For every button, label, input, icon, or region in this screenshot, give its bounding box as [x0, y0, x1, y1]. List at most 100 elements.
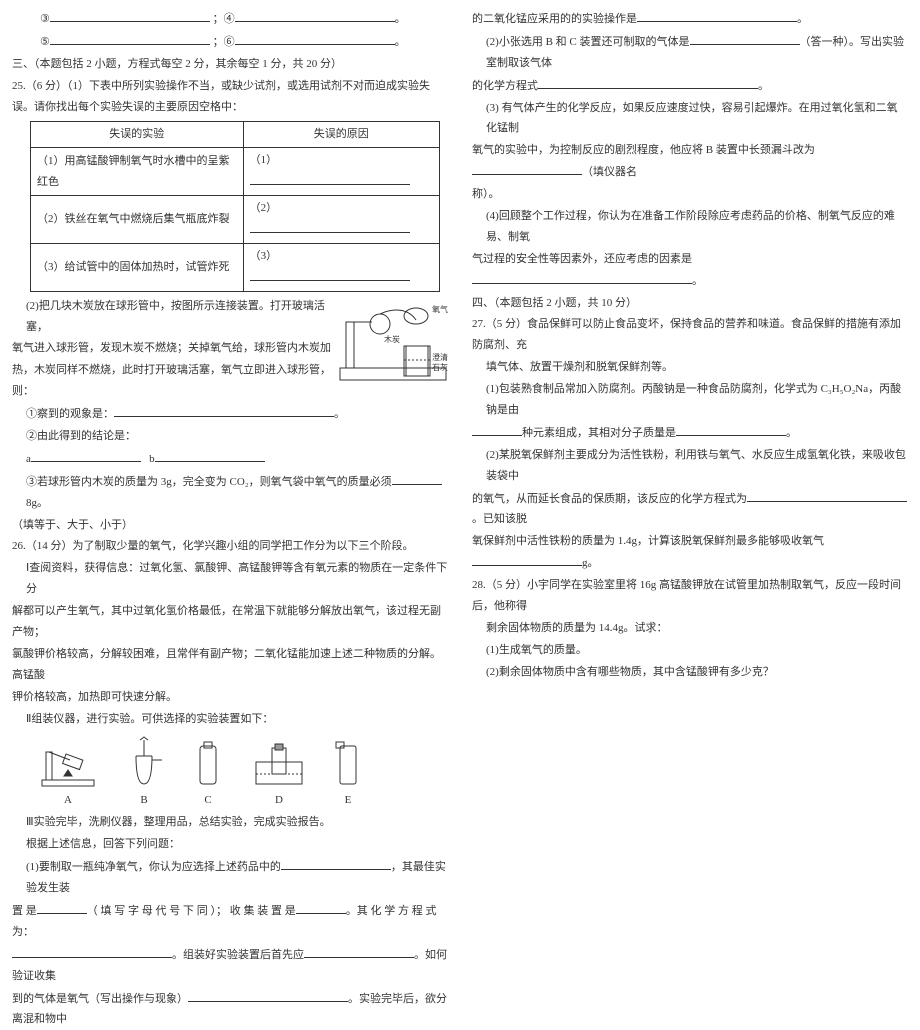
blank [12, 944, 172, 958]
q26-p3b: 根据上述信息，回答下列问题： [12, 834, 448, 855]
fig-label: B [140, 794, 147, 806]
svg-text:木炭: 木炭 [384, 334, 400, 344]
q26-p1b: 解都可以产生氧气，其中过氧化氢价格最低，在常温下就能够分解放出氧气，该过程无副产… [12, 601, 448, 643]
cell: （3） [243, 243, 439, 291]
r3a: (3) 有气体产生的化学反应，如果反应速度过快，容易引起爆炸。在用过氧化氢和二氧… [472, 98, 908, 140]
blank [296, 900, 346, 914]
blank [37, 900, 87, 914]
blank [304, 944, 414, 958]
right-column: 的二氧化锰应采用的的实验操作是。 (2)小张选用 B 和 C 装置还可制取的气体… [460, 0, 920, 650]
q26-p2: Ⅱ组装仪器，进行实验。可供选择的实验装置如下： [12, 709, 448, 730]
table-row: （3）给试管中的固体加热时，试管炸死 （3） [31, 243, 440, 291]
blank [188, 988, 348, 1002]
q27-2b: 的氧气，从而延长食品的保质期，该反应的化学方程式为。已知该脱 [472, 488, 908, 531]
r2a: (2)小张选用 B 和 C 装置还可制取的气体是（答一种）。写出实验室制取该气体 [472, 31, 908, 74]
svg-text:石灰水: 石灰水 [432, 362, 448, 372]
table-row: 失误的实验 失误的原因 [31, 122, 440, 148]
q26-head: 26.（14 分）为了制取少量的氧气，化学兴趣小组的同学把工作分为以下三个阶段。 [12, 536, 448, 557]
blank [155, 448, 265, 462]
th-reason: 失误的原因 [243, 122, 439, 148]
fig-c: C [192, 738, 224, 811]
section-3-heading: 三、（本题包括 2 小题，方程式每空 2 分，其余每空 1 分，共 20 分） [12, 54, 448, 75]
fill-line-34: ③ ；④。 [12, 8, 448, 30]
left-column: ③ ；④。 ⑤ ；⑥。 三、（本题包括 2 小题，方程式每空 2 分，其余每空 … [0, 0, 460, 650]
q28-head: 28.（5 分）小宇同学在实验室里将 16g 高锰酸钾放在试管里加热制取氧气，反… [472, 575, 908, 617]
blank [50, 31, 210, 45]
r3d: 称）。 [472, 184, 908, 205]
q25-2d: ①察到的观象是：。 [12, 403, 448, 425]
circle-3: ③ [40, 13, 50, 25]
fill-line-56: ⑤ ；⑥。 [12, 31, 448, 53]
blank [747, 488, 907, 502]
svg-text:澄清: 澄清 [432, 352, 448, 362]
fig-e: E [334, 740, 362, 811]
blank [250, 267, 410, 281]
section-4-heading: 四、（本题包括 2 小题，共 10 分） [472, 293, 908, 314]
th-experiment: 失误的实验 [31, 122, 244, 148]
blank [472, 422, 522, 436]
q26-q1a: (1)要制取一瓶纯净氧气，你认为应选择上述药品中的，其最佳实验发生装 [12, 856, 448, 899]
fig-label: C [204, 794, 211, 806]
blank [538, 75, 758, 89]
q28-1: (1)生成氧气的质量。 [472, 640, 908, 661]
blank [235, 31, 395, 45]
q26-p1c: 氯酸钾价格较高，分解较困难，且常伴有副产物；二氧化锰能加速上述二种物质的分解。高… [12, 644, 448, 686]
q27-2a: (2)某脱氧保鲜剂主要成分为活性铁粉，利用铁与氧气、水反应生成氢氧化铁，来吸收包… [472, 445, 908, 487]
cell: （1）用高锰酸钾制氧气时水槽中的呈紫红色 [31, 148, 244, 196]
q25-table: 失误的实验 失误的原因 （1）用高锰酸钾制氧气时水槽中的呈紫红色 （1） （2）… [30, 121, 440, 291]
cell: （3）给试管中的固体加热时，试管炸死 [31, 243, 244, 291]
q26-p1a: Ⅰ查阅资料，获得信息：过氧化氢、氯酸钾、高锰酸钾等含有氧元素的物质在一定条件下分 [12, 558, 448, 600]
q25-2h: （填等于、大于、小于） [12, 515, 448, 536]
q26-p1d: 钾价格较高，加热即可快速分解。 [12, 687, 448, 708]
q25-2e: ②由此得到的结论是： [12, 426, 448, 447]
blank [690, 31, 800, 45]
q26-q1h: 到的气体是氧气（写出操作与现象）。实验完毕后，欲分离混和物中 [12, 988, 448, 1030]
blank [472, 161, 582, 175]
q25-head: 25.（6 分）（1）下表中所列实验操作不当，或缺少试剂，或选用试剂不对而迫成实… [12, 76, 448, 118]
q28-a: 剩余固体物质的质量为 14.4g。试求： [472, 618, 908, 639]
apparatus-row: A B C D E [40, 736, 448, 811]
r4b: 气过程的安全性等因素外，还应考虑的因素是。 [472, 249, 908, 292]
fig-d: D [252, 740, 306, 811]
q25-2g: ③若球形管内木炭的质量为 3g，完全变为 CO₂，则氧气袋中氧气的质量必须8g。 [12, 471, 448, 514]
fig-label: E [345, 794, 352, 806]
blank [676, 422, 786, 436]
r1: 的二氧化锰应采用的的实验操作是。 [472, 8, 908, 30]
blank [250, 171, 410, 185]
q26-q1f: 。组装好实验装置后首先应。如何验证收集 [12, 944, 448, 987]
r2c: 的化学方程式。 [472, 75, 908, 97]
fig-b: B [124, 736, 164, 811]
q26-q1c: 置 是（ 填 写 字 母 代 号 下 同 ）； 收 集 装 置 是。其 化 学 … [12, 900, 448, 943]
apparatus-figure-right: 氧气袋 木炭 澄清 石灰水 [338, 298, 448, 394]
cell: （2） [243, 196, 439, 244]
q27-a: 填气体、放置干燥剂和脱氧保鲜剂等。 [472, 357, 908, 378]
sep-4: ；④ [213, 13, 235, 25]
blank [281, 856, 391, 870]
blank [50, 8, 210, 22]
sep-6: ；⑥ [213, 36, 235, 48]
blank [250, 219, 410, 233]
r3b: 氧气的实验中，为控制反应的剧烈程度，他应将 B 装置中长颈漏斗改为（填仪器名 [472, 140, 908, 183]
blank [31, 448, 141, 462]
fig-a: A [40, 740, 96, 811]
blank [472, 552, 582, 566]
r4a: (4)回顾整个工作过程，你认为在准备工作阶段除应考虑药品的价格、制氧气反应的难易… [472, 206, 908, 248]
blank [392, 471, 442, 485]
table-row: （2）铁丝在氧气中燃烧后集气瓶底炸裂 （2） [31, 196, 440, 244]
svg-text:氧气袋: 氧气袋 [432, 304, 448, 314]
blank [114, 403, 334, 417]
blank [637, 8, 797, 22]
blank [472, 270, 692, 284]
fig-label: D [275, 794, 283, 806]
q27-1b: 种元素组成，其相对分子质量是。 [472, 422, 908, 444]
q27-head: 27.（5 分）食品保鲜可以防止食品变坏，保持食品的营养和味道。食品保鲜的措施有… [472, 314, 908, 356]
q26-p3a: Ⅲ实验完毕，洗刷仪器，整理用品，总结实验，完成实验报告。 [12, 812, 448, 833]
q28-2: (2)剩余固体物质中含有哪些物质，其中含锰酸钾有多少克？ [472, 662, 908, 683]
blank [235, 8, 395, 22]
cell: （2）铁丝在氧气中燃烧后集气瓶底炸裂 [31, 196, 244, 244]
fig-label: A [64, 794, 72, 806]
q27-1a: (1)包装熟食制品常加入防腐剂。丙酸钠是一种食品防腐剂，化学式为 C₃H₅O₂N… [472, 379, 908, 421]
cell: （1） [243, 148, 439, 196]
q27-2d: 氧保鲜剂中活性铁粉的质量为 1.4g，计算该脱氧保鲜剂最多能够吸收氧气g。 [472, 531, 908, 574]
q25-2f: a b [12, 448, 448, 470]
